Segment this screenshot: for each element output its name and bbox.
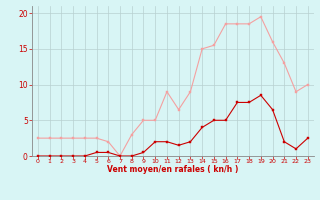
X-axis label: Vent moyen/en rafales ( kn/h ): Vent moyen/en rafales ( kn/h ) bbox=[107, 165, 238, 174]
